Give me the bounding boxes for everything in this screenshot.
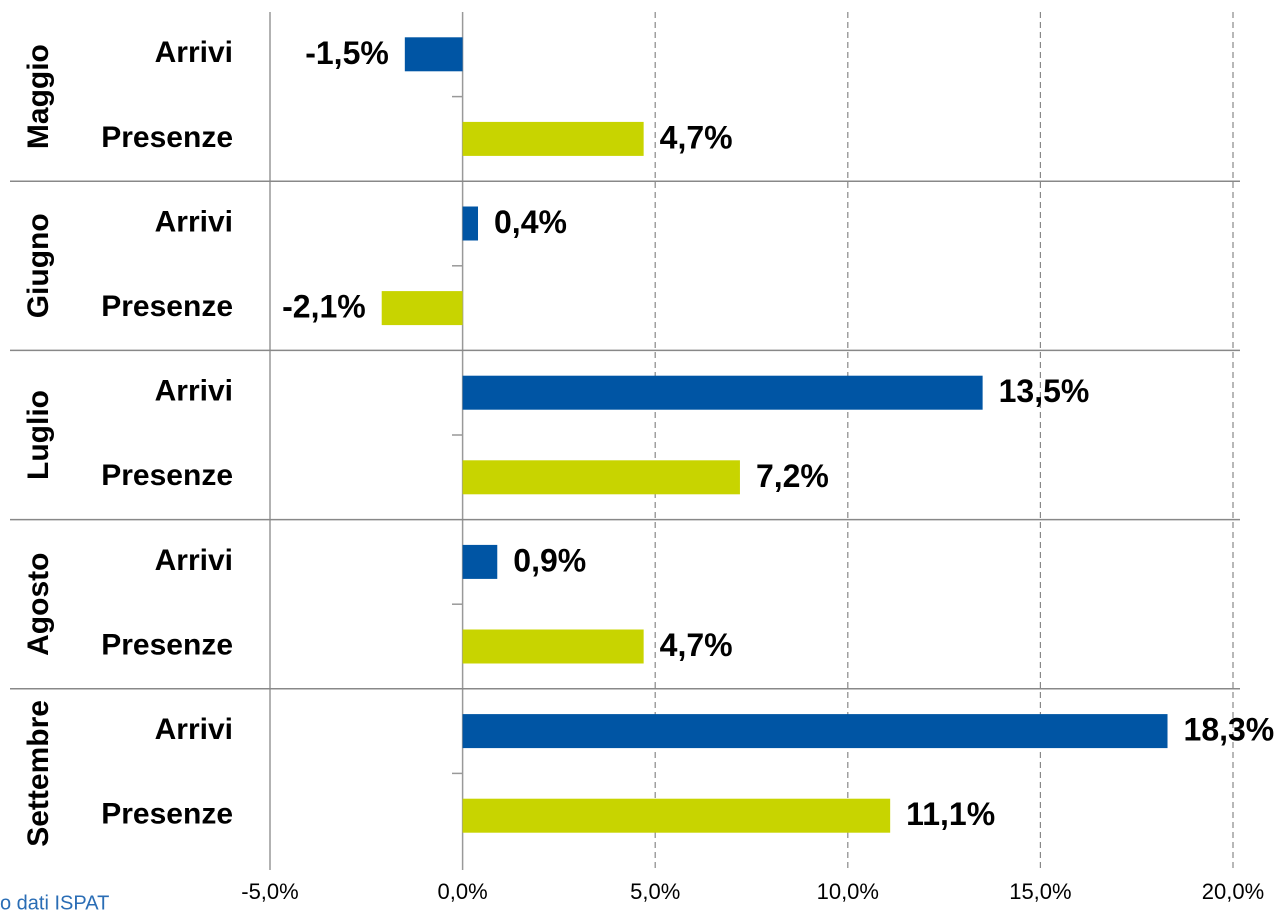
data-label: 0,4% [494,204,567,240]
x-tick-label: 15,0% [1009,879,1071,904]
row-label: Arrivi [155,544,233,577]
group-label: Settembre [22,700,55,847]
row-label: Arrivi [155,713,233,746]
data-label: -2,1% [282,289,366,325]
group-label: Agosto [22,553,55,656]
row-label: Arrivi [155,36,233,69]
row-label: Arrivi [155,375,233,408]
bar [462,206,479,241]
data-label: 18,3% [1184,712,1275,748]
bar [462,798,891,833]
data-label: 7,2% [756,458,829,494]
bar [462,714,1168,749]
data-label: 13,5% [999,373,1090,409]
x-tick-label: 0,0% [438,879,488,904]
group-label: Maggio [22,44,55,149]
group-label: Giugno [22,213,55,318]
data-label: -1,5% [305,35,389,71]
bar [462,629,644,664]
row-label: Arrivi [155,205,233,238]
source-note: o dati ISPAT [0,892,109,912]
bar [381,291,463,326]
row-label: Presenze [101,121,233,154]
x-tick-label: 10,0% [817,879,879,904]
data-label: 11,1% [906,796,995,832]
row-label: Presenze [101,290,233,323]
row-label: Presenze [101,628,233,661]
data-label: 0,9% [513,542,586,578]
bar [404,37,463,72]
row-label: Presenze [101,798,233,831]
x-tick-label: 20,0% [1202,879,1264,904]
bar [462,460,740,495]
data-label: 4,7% [660,119,733,155]
bar [462,121,644,156]
x-tick-label: 5,0% [630,879,680,904]
bar [462,375,983,410]
group-label: Luglio [22,390,55,480]
row-label: Presenze [101,459,233,492]
data-label: 4,7% [660,627,733,663]
bar [462,544,498,579]
x-tick-label: -5,0% [241,879,298,904]
